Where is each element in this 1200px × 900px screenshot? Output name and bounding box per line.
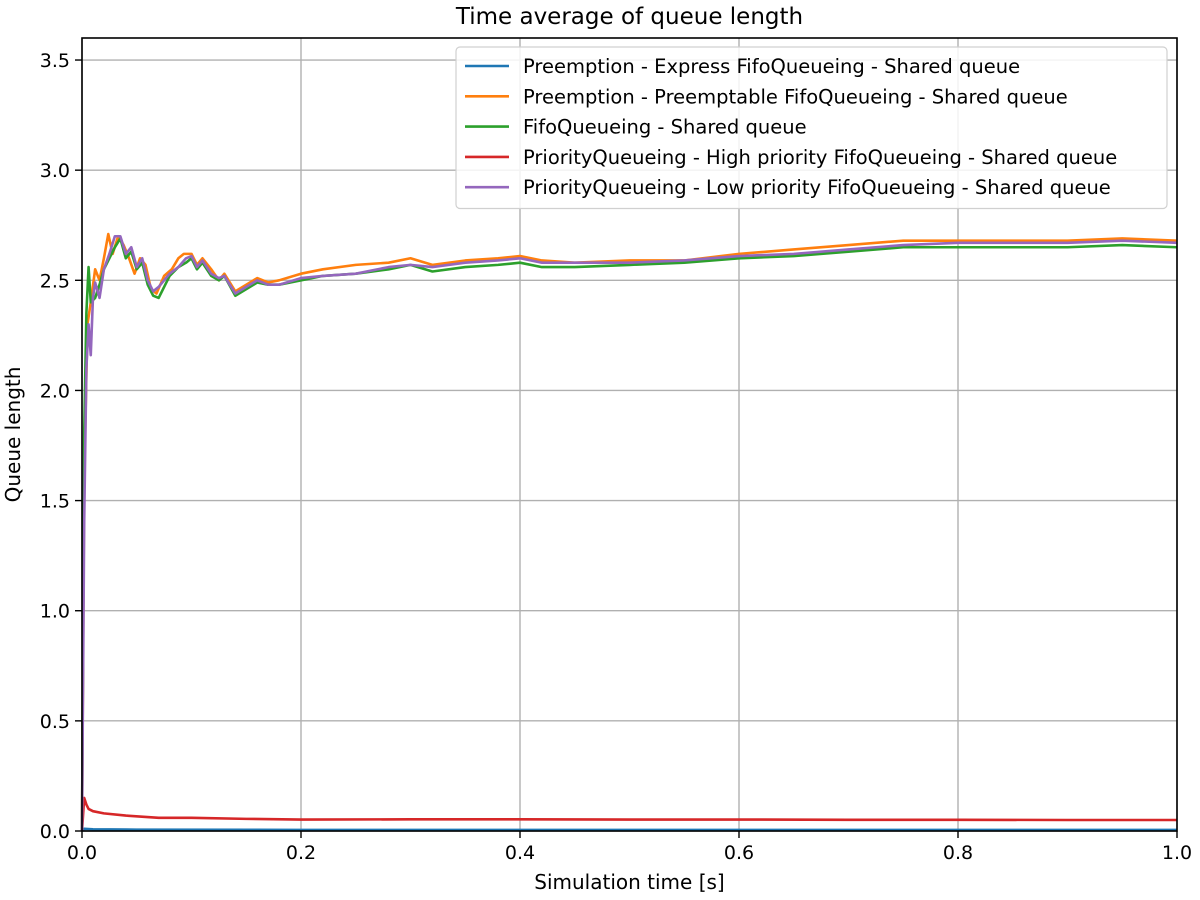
x-tick-label: 0.6 (724, 842, 754, 864)
y-tick-label: 2.0 (40, 380, 70, 402)
y-tick-label: 2.5 (40, 270, 70, 292)
x-tick-label: 1.0 (1162, 842, 1192, 864)
x-tick-label: 0.4 (505, 842, 535, 864)
series-line-5 (80, 234, 1178, 832)
legend-entry-label: Preemption - Express FifoQueueing - Shar… (523, 55, 1020, 78)
y-tick-label: 1.5 (40, 491, 70, 513)
x-tick-label: 0.2 (286, 842, 316, 864)
series-line-1 (81, 827, 1177, 832)
y-tick-label: 3.5 (40, 50, 70, 72)
y-tick-label: 0.0 (40, 821, 70, 843)
legend-entry-label: Preemption - Preemptable FifoQueueing - … (523, 85, 1068, 108)
y-axis-label: Queue length (1, 367, 25, 503)
legend-box (455, 46, 1168, 210)
y-tick-label: 0.5 (40, 711, 70, 733)
series-line-4 (80, 796, 1177, 832)
x-axis-label: Simulation time [s] (534, 870, 724, 894)
legend-entry-label: PriorityQueueing - High priority FifoQue… (523, 146, 1117, 169)
legend: Preemption - Express FifoQueueing - Shar… (455, 46, 1168, 210)
y-tick-label: 1.0 (40, 601, 70, 623)
plot-area (80, 232, 1178, 832)
chart-title: Time average of queue length (455, 4, 803, 30)
y-tick-label: 3.0 (40, 160, 70, 182)
x-tick-label: 0.0 (67, 842, 97, 864)
axes-frame (81, 37, 1178, 832)
legend-entry-label: FifoQueueing - Shared queue (523, 116, 807, 139)
x-tick-label: 0.8 (943, 842, 973, 864)
axis-ticks: 0.0 0.2 0.4 0.6 0.8 1.0 0.0 0.5 1.0 1.5 2.0 2.5 3.0 3… (40, 50, 1192, 864)
legend-entry-label: PriorityQueueing - Low priority FifoQueu… (523, 176, 1111, 199)
